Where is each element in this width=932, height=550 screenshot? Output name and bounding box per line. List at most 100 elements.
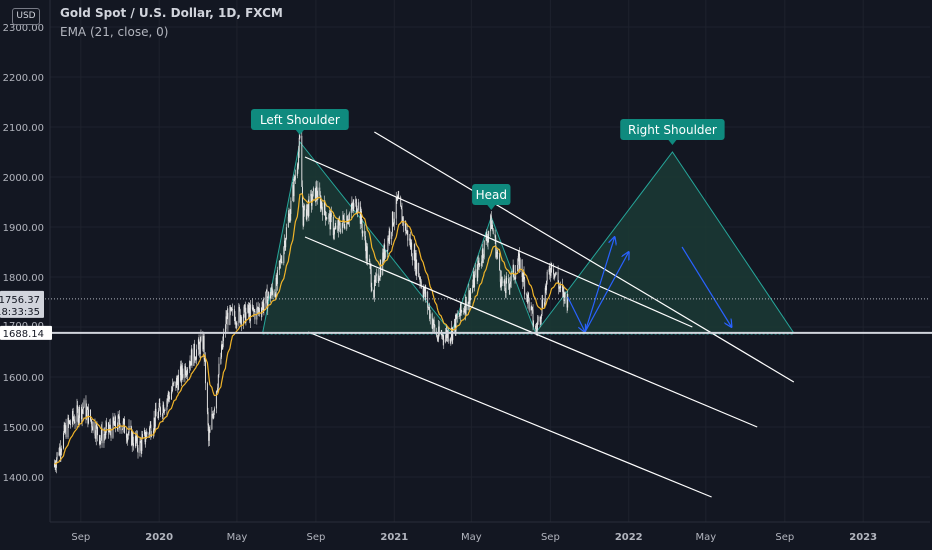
candle-body <box>456 316 458 319</box>
projection-arrow <box>584 252 629 333</box>
price-axis[interactable]: 1400.00 1500.00 1600.00 1800.00 1900.00 2000.… <box>0 0 52 522</box>
candle-body <box>486 239 488 243</box>
candle-body <box>163 404 165 413</box>
candle-body <box>553 274 555 278</box>
candle-body <box>251 304 253 310</box>
candle-body <box>506 278 508 280</box>
candle-body <box>186 373 188 375</box>
candle-body <box>540 314 542 319</box>
candle-body <box>276 270 278 284</box>
candle-body <box>519 253 520 270</box>
candle-body <box>350 208 352 213</box>
candle-body <box>357 209 359 212</box>
candle-body <box>152 430 154 436</box>
candle-body <box>343 219 345 227</box>
candle-body <box>386 250 388 251</box>
candle-body <box>54 463 56 467</box>
candle-body <box>566 297 568 308</box>
candle-body <box>401 209 403 223</box>
candle-body <box>366 246 368 262</box>
candle-body <box>415 252 417 274</box>
projection-arrows[interactable] <box>567 237 732 333</box>
candle-body <box>72 410 74 420</box>
candle-body <box>67 417 69 438</box>
candle-body <box>335 225 337 229</box>
candle-body <box>406 230 408 232</box>
candle-body <box>195 359 197 361</box>
candle-body <box>148 433 150 435</box>
price-levels <box>0 298 932 334</box>
candle-body <box>154 408 156 427</box>
candle-body <box>347 221 349 224</box>
candle-body <box>513 265 515 278</box>
candle-body <box>515 271 517 280</box>
candle-body <box>238 306 240 323</box>
candle-body <box>175 381 177 388</box>
time-tick-label: 2021 <box>380 532 408 543</box>
candle-body <box>355 199 357 213</box>
candle-body <box>189 361 191 366</box>
candle-body <box>122 428 124 430</box>
candle-body <box>492 229 494 234</box>
indicator-legend[interactable]: EMA (21, close, 0) <box>60 25 169 39</box>
candle-body <box>132 433 134 444</box>
candle-body <box>258 308 260 313</box>
candle-body <box>503 280 505 284</box>
candle-body <box>263 303 265 311</box>
candle-body <box>235 322 237 326</box>
time-tick-label: 2023 <box>849 532 877 543</box>
candle-body <box>81 406 82 420</box>
ema-21-line <box>54 192 569 465</box>
candle-body <box>68 420 70 423</box>
candle-body <box>353 203 355 209</box>
candle-body <box>373 279 375 298</box>
candle-body <box>115 416 116 428</box>
candle-body <box>373 290 375 298</box>
time-axis[interactable]: Sep 2020 May Sep 2021 May Sep 2022 May Sep 2023 <box>50 521 930 543</box>
candle-body <box>371 287 373 291</box>
candle-body <box>434 324 436 332</box>
candle-body <box>400 205 402 210</box>
candle-body <box>459 315 461 317</box>
candle-body <box>339 228 341 233</box>
candle-body <box>508 283 510 289</box>
time-tick-label: May <box>461 532 482 543</box>
candle-body <box>184 366 186 378</box>
symbol-title[interactable]: Gold Spot / U.S. Dollar, 1D, FXCM <box>60 6 283 20</box>
candle-body <box>70 424 72 425</box>
candle-body <box>274 293 276 297</box>
price-tick-label: 2300.00 <box>3 23 44 34</box>
candle-body <box>341 222 343 233</box>
candle-body <box>429 313 431 319</box>
candle-body <box>110 430 112 438</box>
candle-body <box>549 274 551 276</box>
price-tick-label: 2000.00 <box>3 173 44 184</box>
candle-body <box>99 435 100 445</box>
candle-body <box>488 231 490 237</box>
candle-body <box>352 205 354 209</box>
candle-body <box>526 294 528 296</box>
candle-body <box>108 422 109 432</box>
candle-body <box>169 396 170 400</box>
candle-body <box>310 193 312 197</box>
candle-body <box>185 366 186 376</box>
candle-body <box>433 319 434 325</box>
candle-body <box>546 271 548 282</box>
candle-body <box>95 425 97 439</box>
candle-body <box>528 292 529 299</box>
candle-body <box>366 246 368 259</box>
candle-body <box>280 258 282 262</box>
price-tick-label: 1600.00 <box>3 373 44 384</box>
candle-body <box>222 333 224 342</box>
candle-body <box>198 339 200 345</box>
currency-button[interactable]: USD <box>12 8 40 25</box>
head-and-shoulders-pattern[interactable] <box>262 140 795 335</box>
candle-body <box>419 277 421 283</box>
candle-body <box>522 272 524 283</box>
candle-body <box>193 343 195 366</box>
pattern-label-text: Head <box>476 188 507 202</box>
candle-body <box>528 298 530 311</box>
candle-body <box>424 287 425 292</box>
candle-body <box>316 186 318 197</box>
